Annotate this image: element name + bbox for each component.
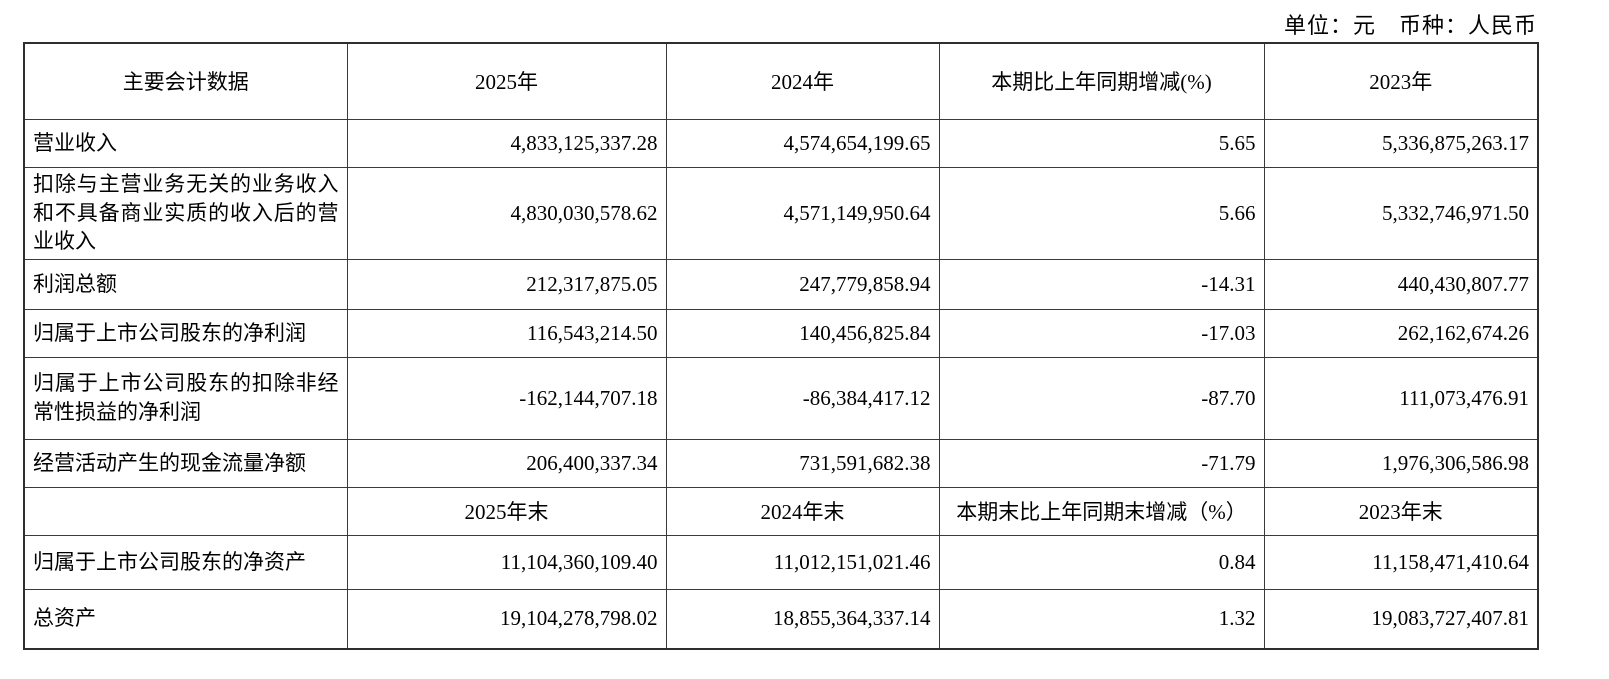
value-2024: 140,456,825.84 [665, 308, 940, 358]
value-change: 1.32 [938, 588, 1265, 650]
table-row: 营业收入 4,833,125,337.28 4,574,654,199.65 5… [23, 118, 1539, 168]
financial-summary-table: 主要会计数据 2025年 2024年 本期比上年同期增减(%) 2023年 营业… [23, 42, 1539, 650]
table-header-row: 主要会计数据 2025年 2024年 本期比上年同期增减(%) 2023年 [23, 42, 1539, 120]
col-header-change: 本期比上年同期增减(%) [938, 42, 1265, 120]
row-label: 总资产 [23, 588, 348, 650]
col-header-2024: 2024年 [665, 42, 940, 120]
row-label: 经营活动产生的现金流量净额 [23, 438, 348, 488]
period-end-header-2025: 2025年末 [346, 486, 667, 536]
table-row: 经营活动产生的现金流量净额 206,400,337.34 731,591,682… [23, 438, 1539, 488]
value-2024: -86,384,417.12 [665, 356, 940, 440]
value-2024: 731,591,682.38 [665, 438, 940, 488]
value-2025: 4,833,125,337.28 [346, 118, 667, 168]
row-label: 扣除与主营业务无关的业务收入和不具备商业实质的收入后的营业收入 [23, 166, 348, 260]
col-header-metric: 主要会计数据 [23, 42, 348, 120]
value-2024: 18,855,364,337.14 [665, 588, 940, 650]
value-2025: 4,830,030,578.62 [346, 166, 667, 260]
value-change: 5.65 [938, 118, 1265, 168]
table-row: 扣除与主营业务无关的业务收入和不具备商业实质的收入后的营业收入 4,830,03… [23, 166, 1539, 260]
value-change: -14.31 [938, 258, 1265, 310]
value-2024: 4,574,654,199.65 [665, 118, 940, 168]
value-2023: 5,336,875,263.17 [1263, 118, 1539, 168]
unit-currency-label: 单位：元 币种：人民币 [1283, 13, 1537, 38]
value-change: 5.66 [938, 166, 1265, 260]
table-row: 利润总额 212,317,875.05 247,779,858.94 -14.3… [23, 258, 1539, 310]
value-2024: 11,012,151,021.46 [665, 534, 940, 590]
value-2025: 11,104,360,109.40 [346, 534, 667, 590]
table-row: 归属于上市公司股东的净资产 11,104,360,109.40 11,012,1… [23, 534, 1539, 590]
value-2025: 116,543,214.50 [346, 308, 667, 358]
value-2024: 247,779,858.94 [665, 258, 940, 310]
row-label: 营业收入 [23, 118, 348, 168]
value-2024: 4,571,149,950.64 [665, 166, 940, 260]
table-row: 归属于上市公司股东的扣除非经常性损益的净利润 -162,144,707.18 -… [23, 356, 1539, 440]
period-end-header-change: 本期末比上年同期末增减（%） [938, 486, 1265, 536]
value-2023: 1,976,306,586.98 [1263, 438, 1539, 488]
table-row: 总资产 19,104,278,798.02 18,855,364,337.14 … [23, 588, 1539, 650]
value-change: -71.79 [938, 438, 1265, 488]
value-2023: 111,073,476.91 [1263, 356, 1539, 440]
period-end-header-row: 2025年末 2024年末 本期末比上年同期末增减（%） 2023年末 [23, 486, 1539, 536]
value-2023: 11,158,471,410.64 [1263, 534, 1539, 590]
value-change: -17.03 [938, 308, 1265, 358]
value-change: -87.70 [938, 356, 1265, 440]
period-end-header-2023: 2023年末 [1263, 486, 1539, 536]
value-2025: 206,400,337.34 [346, 438, 667, 488]
value-2025: 19,104,278,798.02 [346, 588, 667, 650]
value-2025: 212,317,875.05 [346, 258, 667, 310]
row-label: 归属于上市公司股东的净资产 [23, 534, 348, 590]
value-2023: 19,083,727,407.81 [1263, 588, 1539, 650]
period-end-header-2024: 2024年末 [665, 486, 940, 536]
table-row: 归属于上市公司股东的净利润 116,543,214.50 140,456,825… [23, 308, 1539, 358]
col-header-2023: 2023年 [1263, 42, 1539, 120]
value-2023: 262,162,674.26 [1263, 308, 1539, 358]
period-end-header-blank [23, 486, 348, 536]
value-change: 0.84 [938, 534, 1265, 590]
value-2025: -162,144,707.18 [346, 356, 667, 440]
row-label: 归属于上市公司股东的净利润 [23, 308, 348, 358]
row-label: 利润总额 [23, 258, 348, 310]
value-2023: 440,430,807.77 [1263, 258, 1539, 310]
value-2023: 5,332,746,971.50 [1263, 166, 1539, 260]
col-header-2025: 2025年 [346, 42, 667, 120]
row-label: 归属于上市公司股东的扣除非经常性损益的净利润 [23, 356, 348, 440]
